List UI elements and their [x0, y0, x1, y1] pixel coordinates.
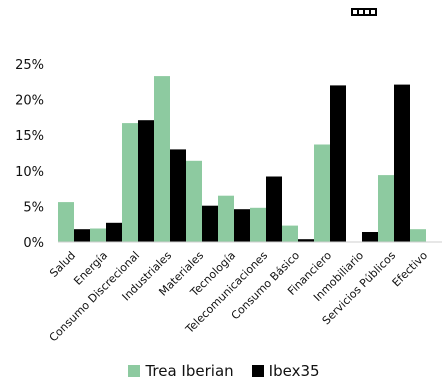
bar-ibex: [298, 239, 314, 242]
bars: [58, 76, 426, 243]
y-tick-label: 10%: [15, 165, 44, 180]
bar-trea: [410, 229, 426, 242]
legend-swatch-trea: [128, 365, 141, 377]
y-tick-label: 20%: [15, 94, 44, 109]
bar-trea: [186, 160, 202, 242]
legend: Trea Iberian Ibex35: [0, 360, 448, 382]
bar-trea: [314, 144, 330, 242]
y-axis: 0% 5% 10% 15% 20% 25%: [15, 58, 44, 251]
bar-trea: [218, 195, 234, 242]
legend-item-ibex: Ibex35: [251, 362, 320, 380]
logo-icon: [351, 8, 377, 16]
y-tick-label: 15%: [15, 129, 44, 144]
bar-ibex: [106, 222, 122, 242]
bar-ibex: [74, 229, 90, 242]
bar-ibex: [202, 205, 218, 242]
bar-ibex: [266, 176, 282, 242]
bar-ibex: [234, 209, 250, 242]
bar-trea: [154, 76, 170, 242]
bar-trea: [282, 225, 298, 242]
bar-ibex: [394, 84, 410, 242]
bar-trea: [250, 207, 266, 242]
bar-ibex: [170, 149, 186, 242]
bar-trea: [58, 202, 74, 242]
y-tick-label: 5%: [23, 200, 44, 215]
y-tick-label: 0%: [23, 236, 44, 251]
bar-trea: [90, 228, 106, 242]
legend-label-trea: Trea Iberian: [145, 362, 234, 380]
bar-ibex: [138, 120, 154, 242]
legend-item-trea: Trea Iberian: [128, 362, 234, 380]
legend-swatch-ibex: [251, 365, 264, 377]
bar-trea: [378, 175, 394, 242]
bar-trea: [122, 123, 138, 242]
legend-label-ibex: Ibex35: [268, 362, 320, 380]
y-tick-label: 25%: [15, 58, 44, 73]
x-tick-label: Efectivo: [390, 249, 431, 290]
bar-ibex: [362, 232, 378, 242]
bar-ibex: [330, 85, 346, 243]
